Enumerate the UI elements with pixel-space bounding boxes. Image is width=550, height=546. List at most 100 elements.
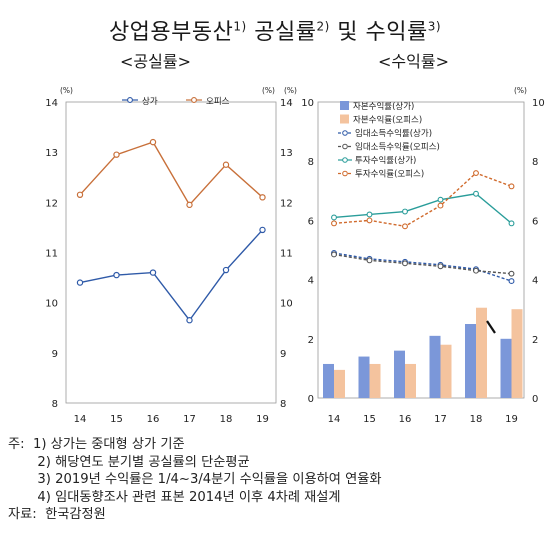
bar <box>511 309 523 398</box>
footnotes: 주: 1) 상가는 중대형 상가 기준 2) 해당연도 분기별 공실률의 단순평… <box>8 436 381 524</box>
data-point <box>186 201 193 209</box>
data-point <box>76 279 84 286</box>
data-point <box>331 214 337 221</box>
x-tick-label: 19 <box>505 414 518 425</box>
data-point <box>366 257 373 264</box>
legend-marker <box>342 170 348 177</box>
data-point <box>366 211 373 218</box>
data-point <box>222 266 230 274</box>
bar <box>476 307 487 398</box>
legend-marker <box>342 130 348 136</box>
y-right-tick-label: 10 <box>532 98 545 109</box>
bar <box>440 344 452 398</box>
y-right-tick-label: 8 <box>280 399 286 410</box>
data-point <box>437 263 444 270</box>
y-tick-label: 13 <box>45 148 58 159</box>
legend-label: 투자수익률(상가) <box>355 155 416 166</box>
legend-swatch <box>340 101 349 110</box>
footnote-line: 주: 1) 상가는 중대형 상가 기준 <box>8 437 185 452</box>
y-right-tick-label: 14 <box>280 98 293 109</box>
series-line <box>79 141 263 207</box>
data-point <box>402 260 408 267</box>
x-tick-label: 17 <box>183 414 196 425</box>
legend-label: 자본수익률(상가) <box>353 101 414 112</box>
y-right-tick-label: 8 <box>532 157 538 168</box>
chart-title: 상업용부동산1) 공실률2) 및 수익률3) <box>108 19 442 45</box>
legend-label: 임대소득수익률(오피스) <box>355 142 440 153</box>
data-point <box>508 183 515 190</box>
y-tick-label: 12 <box>45 198 58 209</box>
data-point <box>366 217 373 224</box>
vacancy-plot-frame <box>65 101 277 404</box>
y-right-tick-label: 9 <box>280 349 286 360</box>
data-point <box>222 161 230 168</box>
y-tick-label: 8 <box>52 399 58 410</box>
data-point <box>76 191 84 199</box>
data-point <box>149 138 157 146</box>
data-point <box>331 251 337 258</box>
data-point <box>331 220 337 227</box>
data-point <box>437 202 444 209</box>
y-right-tick-label: 6 <box>532 216 538 227</box>
data-point <box>508 220 515 227</box>
x-tick-label: 17 <box>434 414 447 425</box>
data-point <box>473 190 479 197</box>
series-break-mark <box>486 320 496 334</box>
y-tick-label: 11 <box>45 249 58 260</box>
data-point <box>402 208 408 215</box>
y-right-unit-label: (%) <box>514 86 527 95</box>
x-tick-label: 15 <box>363 414 376 425</box>
bar <box>334 369 345 398</box>
y-tick-label: 8 <box>308 157 314 168</box>
data-point <box>113 151 120 158</box>
data-point <box>113 271 120 279</box>
y-tick-label: 10 <box>301 98 314 109</box>
y-tick-label: 4 <box>308 276 314 287</box>
y-right-tick-label: 13 <box>280 148 293 159</box>
vacancy-subtitle: <공실률> <box>120 52 191 71</box>
legend-label: 임대소득수익률(상가) <box>355 128 432 139</box>
y-tick-label: 14 <box>45 98 58 109</box>
returns-plot-frame <box>317 101 525 399</box>
x-tick-label: 14 <box>328 414 341 425</box>
bar <box>500 338 512 398</box>
y-tick-label: 0 <box>308 394 314 405</box>
y-right-tick-label: 10 <box>280 299 293 310</box>
x-tick-label: 16 <box>147 414 160 425</box>
data-point <box>437 196 444 203</box>
y-right-unit-label: (%) <box>262 86 275 95</box>
y-right-tick-label: 0 <box>532 394 538 405</box>
series-line <box>79 229 264 322</box>
legend-label: 오피스 <box>206 97 230 107</box>
data-point <box>508 270 515 277</box>
legend-label: 투자수익률(오피스) <box>355 169 424 180</box>
y-tick-label: 6 <box>308 216 314 227</box>
footnote-line: 3) 2019년 수익률은 1/4~3/4분기 수익률을 이용하여 연율화 <box>8 472 382 487</box>
y-tick-label: 9 <box>52 349 58 360</box>
legend-marker <box>342 143 348 150</box>
legend-marker <box>191 97 197 103</box>
legend-marker <box>127 97 133 103</box>
legend-marker <box>342 157 348 163</box>
bar <box>465 324 476 398</box>
legend-label: 상가 <box>142 96 158 107</box>
series-line <box>333 172 512 228</box>
y-right-tick-label: 2 <box>532 335 538 346</box>
data-point <box>149 269 157 276</box>
y-tick-label: 10 <box>45 299 58 310</box>
x-tick-label: 18 <box>470 414 483 425</box>
bar <box>369 363 381 398</box>
footnote-line: 2) 해당연도 분기별 공실률의 단순평균 <box>8 454 250 470</box>
x-tick-label: 19 <box>256 414 269 425</box>
bar <box>405 363 416 398</box>
data-point <box>473 170 479 176</box>
data-point <box>473 267 479 274</box>
returns-subtitle: <수익률> <box>378 52 449 71</box>
y-unit-label: (%) <box>60 86 73 95</box>
data-point <box>259 226 266 234</box>
x-tick-label: 14 <box>74 414 87 425</box>
data-point <box>186 317 193 324</box>
source-line: 자료: 한국감정원 <box>8 507 106 522</box>
legend-swatch <box>340 114 349 124</box>
